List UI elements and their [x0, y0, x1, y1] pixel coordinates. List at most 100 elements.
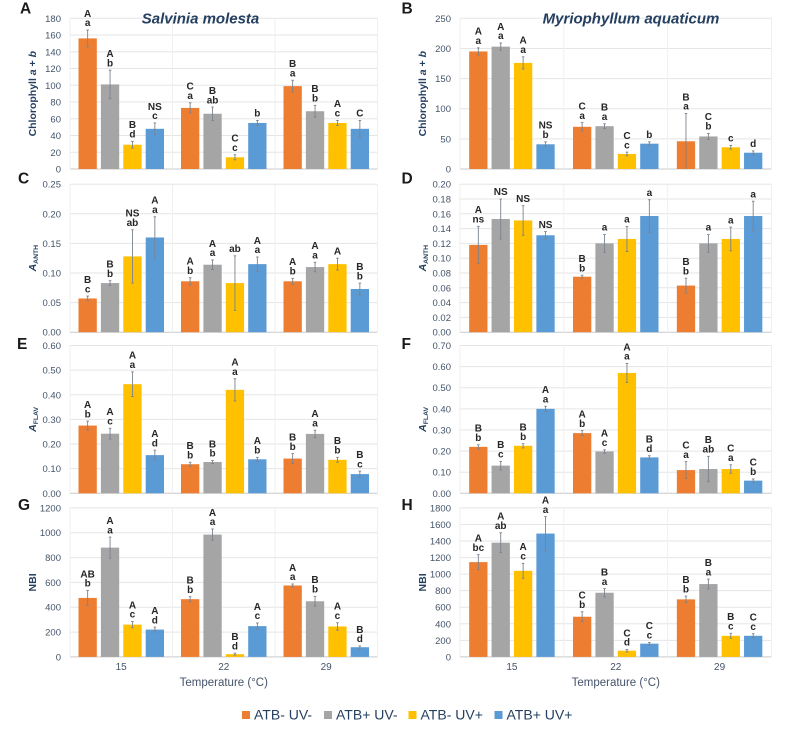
svg-text:B: B [311, 84, 318, 95]
svg-text:B: B [84, 275, 91, 286]
svg-text:140: 140 [45, 47, 61, 58]
svg-text:C: C [750, 613, 757, 624]
svg-text:A: A [334, 99, 341, 110]
svg-text:A: A [475, 205, 482, 216]
svg-text:a: a [312, 251, 318, 262]
svg-text:b: b [290, 442, 296, 453]
svg-text:29: 29 [321, 662, 333, 673]
svg-text:c: c [498, 450, 504, 461]
svg-text:a: a [107, 525, 113, 536]
svg-text:A: A [475, 533, 482, 544]
svg-text:d: d [152, 615, 158, 626]
svg-text:b: b [646, 130, 652, 141]
svg-text:B: B [402, 1, 413, 18]
svg-text:ab: ab [127, 218, 139, 229]
svg-text:A: A [20, 1, 31, 18]
svg-text:A: A [151, 429, 158, 440]
svg-text:0.70: 0.70 [433, 341, 452, 352]
svg-text:c: c [335, 109, 341, 120]
svg-text:B: B [187, 575, 194, 586]
svg-text:0.00: 0.00 [433, 328, 452, 339]
svg-text:b: b [187, 266, 193, 277]
svg-text:B: B [311, 575, 318, 586]
svg-text:AFLAV: AFLAV [417, 407, 430, 433]
svg-text:A: A [520, 542, 527, 553]
svg-text:A: A [209, 508, 216, 519]
svg-text:0: 0 [56, 652, 61, 663]
svg-text:NS: NS [539, 220, 553, 231]
svg-text:0.05: 0.05 [43, 298, 62, 309]
svg-text:ATB+ UV-: ATB+ UV- [336, 707, 398, 723]
svg-text:20: 20 [50, 148, 61, 159]
svg-text:d: d [232, 641, 238, 652]
svg-text:ab: ab [495, 521, 507, 532]
svg-text:100: 100 [45, 81, 61, 92]
svg-text:a: a [543, 505, 549, 516]
svg-text:A: A [334, 602, 341, 613]
svg-text:a: a [706, 567, 712, 578]
svg-text:B: B [129, 120, 136, 131]
svg-text:b: b [357, 271, 363, 282]
svg-text:A: A [106, 407, 113, 418]
svg-text:c: c [152, 111, 158, 122]
svg-text:a: a [290, 572, 296, 583]
svg-text:1200: 1200 [40, 503, 61, 514]
svg-text:F: F [402, 336, 411, 353]
svg-text:200: 200 [45, 628, 61, 639]
svg-text:29: 29 [714, 662, 726, 673]
svg-text:1800: 1800 [430, 503, 451, 514]
svg-text:120: 120 [45, 64, 61, 75]
svg-text:0.40: 0.40 [433, 404, 452, 415]
svg-text:C: C [750, 458, 757, 469]
svg-text:b: b [312, 94, 318, 105]
svg-text:0.02: 0.02 [433, 313, 452, 324]
svg-text:1400: 1400 [430, 537, 451, 548]
svg-text:200: 200 [435, 636, 451, 647]
svg-text:A: A [542, 495, 549, 506]
svg-text:A: A [334, 246, 341, 257]
svg-text:B: B [520, 422, 527, 433]
svg-text:0: 0 [446, 652, 451, 663]
svg-text:A: A [209, 239, 216, 250]
svg-text:c: c [602, 438, 608, 449]
svg-text:0.00: 0.00 [43, 489, 62, 500]
svg-text:AANTH: AANTH [27, 245, 40, 273]
svg-text:B: B [356, 625, 363, 636]
svg-text:b: b [312, 585, 318, 596]
svg-text:400: 400 [45, 603, 61, 614]
svg-text:A: A [151, 196, 158, 207]
svg-text:b: b [579, 263, 585, 274]
svg-text:B: B [475, 424, 482, 435]
svg-text:0.14: 0.14 [433, 224, 452, 235]
svg-text:b: b [475, 433, 481, 444]
svg-text:a: a [290, 68, 296, 79]
svg-text:c: c [750, 622, 756, 633]
svg-text:C: C [682, 440, 689, 451]
svg-text:A: A [254, 236, 261, 247]
svg-text:0.10: 0.10 [433, 468, 452, 479]
svg-text:A: A [84, 400, 91, 411]
svg-text:b: b [750, 467, 756, 478]
svg-text:A: A [129, 351, 136, 362]
svg-text:B: B [646, 435, 653, 446]
svg-text:C: C [579, 101, 586, 112]
svg-text:Chlorophyll a + b: Chlorophyll a + b [27, 50, 39, 136]
svg-text:b: b [542, 130, 548, 141]
svg-text:c: c [130, 610, 136, 621]
svg-text:A: A [231, 358, 238, 369]
svg-text:400: 400 [435, 619, 451, 630]
svg-text:NS: NS [125, 209, 139, 220]
svg-text:b: b [187, 450, 193, 461]
svg-text:a: a [602, 577, 608, 588]
svg-text:B: B [289, 432, 296, 443]
svg-text:d: d [357, 634, 363, 645]
svg-text:b: b [187, 585, 193, 596]
svg-text:C: C [705, 112, 712, 123]
svg-text:B: B [497, 440, 504, 451]
svg-text:A: A [289, 563, 296, 574]
svg-text:0.16: 0.16 [433, 209, 452, 220]
svg-text:80: 80 [50, 98, 61, 109]
svg-text:C: C [579, 591, 586, 602]
svg-text:b: b [579, 419, 585, 430]
svg-text:AFLAV: AFLAV [27, 407, 40, 433]
